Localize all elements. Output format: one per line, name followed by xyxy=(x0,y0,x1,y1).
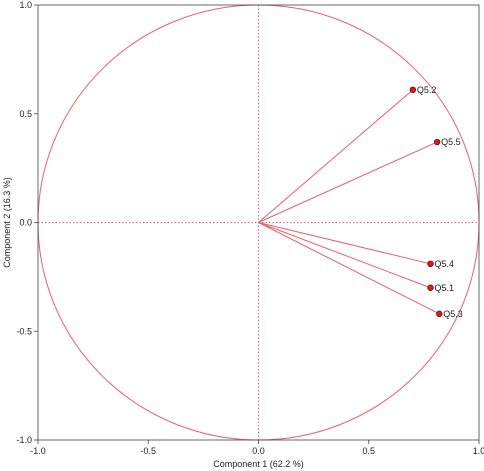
loading-vector-q5-2 xyxy=(258,89,414,223)
y-tick-label: -1.0 xyxy=(16,435,32,445)
axes: -1.0 -0.5 0.0 0.5 1.0 -1.0 -0.5 0.0 0.5 1.0 xyxy=(16,0,484,456)
y-tick-label: -0.5 xyxy=(16,326,32,336)
y-tick-label: 0.0 xyxy=(19,218,32,228)
loading-point-q5-1 xyxy=(427,284,434,291)
x-tick-label: 0.0 xyxy=(252,446,265,456)
loading-point-q5-3 xyxy=(436,310,443,318)
x-axis-title: Component 1 (62.2 %) xyxy=(213,459,304,469)
loading-vector-q5-3 xyxy=(258,222,440,315)
plot-area: Q5.2 Q5.5 Q5.4 Q5.1 Q5.3 xyxy=(37,4,480,441)
point-label-q5-4: Q5.4 xyxy=(434,259,454,269)
loading-vector-q5-5 xyxy=(258,141,438,223)
point-label-q5-5: Q5.5 xyxy=(441,137,461,147)
loading-point-q5-5 xyxy=(433,138,441,146)
x-tick-label: 0.5 xyxy=(362,446,375,456)
loading-vector-q5-4 xyxy=(258,222,431,265)
point-label-q5-1: Q5.1 xyxy=(434,283,454,293)
loading-point-q5-2 xyxy=(409,86,417,94)
x-tick-label: 1.0 xyxy=(473,446,484,456)
x-tick-label: -1.0 xyxy=(30,446,46,456)
x-tick-label: -0.5 xyxy=(140,446,156,456)
point-label-q5-3: Q5.3 xyxy=(443,309,463,319)
point-label-q5-2: Q5.2 xyxy=(417,85,437,95)
y-tick-label: 0.5 xyxy=(19,109,32,119)
y-tick-label: 1.0 xyxy=(19,0,32,10)
loading-vector-q5-1 xyxy=(258,222,431,289)
y-axis-title: Component 2 (16.3 %) xyxy=(2,177,12,268)
loading-point-q5-4 xyxy=(427,260,434,268)
